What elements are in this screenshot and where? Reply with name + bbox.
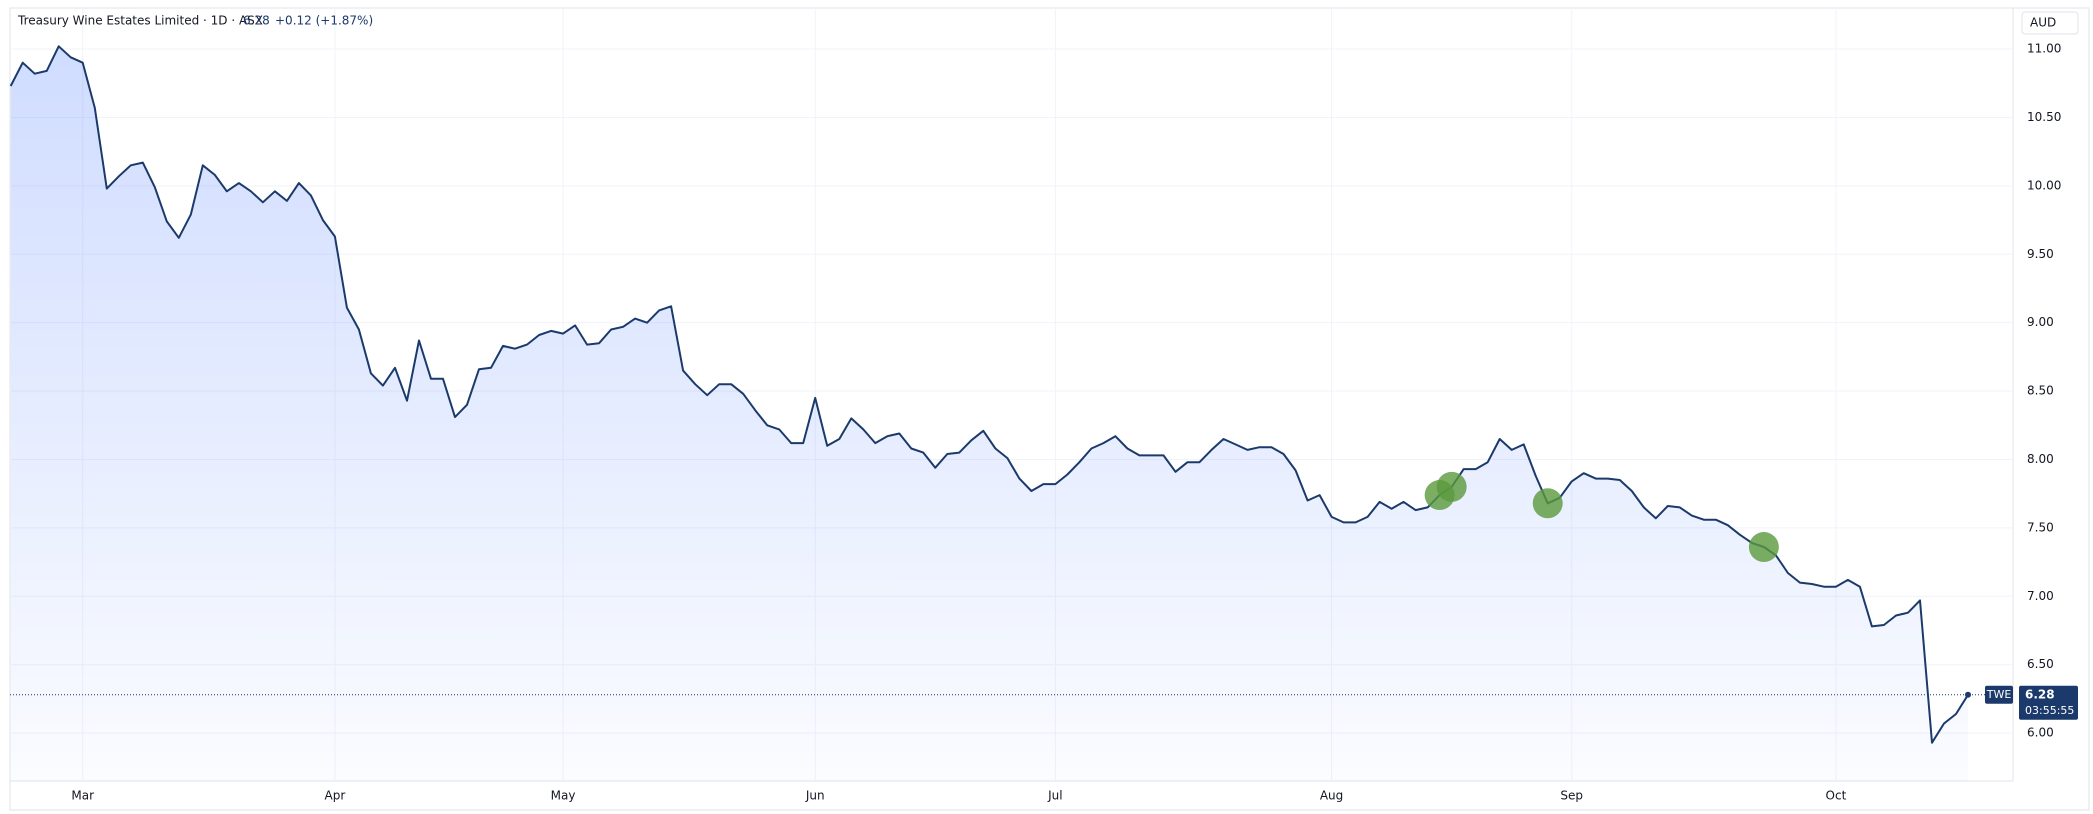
plot: [9, 45, 2013, 782]
symbol-label: TWE: [1986, 688, 2012, 701]
price-label: 6.28: [2025, 687, 2055, 701]
header-change: +0.12 (+1.87%): [275, 14, 373, 28]
x-tick-label: Oct: [1826, 789, 1847, 803]
x-tick-label: Sep: [1560, 789, 1583, 803]
y-tick-label: 6.00: [2027, 726, 2054, 740]
header-price: 6.28: [243, 14, 270, 28]
x-tick-label: Apr: [325, 789, 346, 803]
symbol-box: [1985, 685, 2013, 704]
area: [10, 46, 1969, 782]
last-point: [1965, 691, 1971, 698]
currency-label[interactable]: AUD: [2030, 16, 2056, 30]
y-tick-label: 10.00: [2027, 178, 2061, 192]
x-tick-label: Mar: [71, 789, 94, 803]
outer-frame: [9, 7, 2090, 811]
y-tick-label: 8.00: [2027, 452, 2054, 466]
y-tick-label: 7.00: [2027, 589, 2054, 603]
y-tick-label: 10.50: [2027, 110, 2061, 124]
x-tick-label: Jun: [805, 789, 825, 803]
price-box: [2019, 685, 2078, 720]
y-tick-label: 6.50: [2027, 657, 2054, 671]
y-tick-label: 8.50: [2027, 384, 2054, 398]
event-marker: [1532, 488, 1563, 519]
event-marker: [1436, 471, 1467, 502]
y-tick-label: 11.00: [2027, 42, 2061, 56]
y-tick-label: 9.50: [2027, 247, 2054, 261]
currency-button[interactable]: [2021, 11, 2079, 35]
countdown-label: 03:55:55: [2025, 704, 2074, 717]
chart-title: Treasury Wine Estates Limited · 1D · ASX: [17, 14, 263, 28]
y-tick-label: 7.50: [2027, 520, 2054, 534]
x-tick-label: Aug: [1320, 789, 1343, 803]
y-tick-label: 9.00: [2027, 315, 2054, 329]
event-marker: [1748, 532, 1779, 563]
line: [9, 45, 1969, 744]
x-tick-label: May: [551, 789, 576, 803]
x-tick-label: Jul: [1047, 789, 1062, 803]
